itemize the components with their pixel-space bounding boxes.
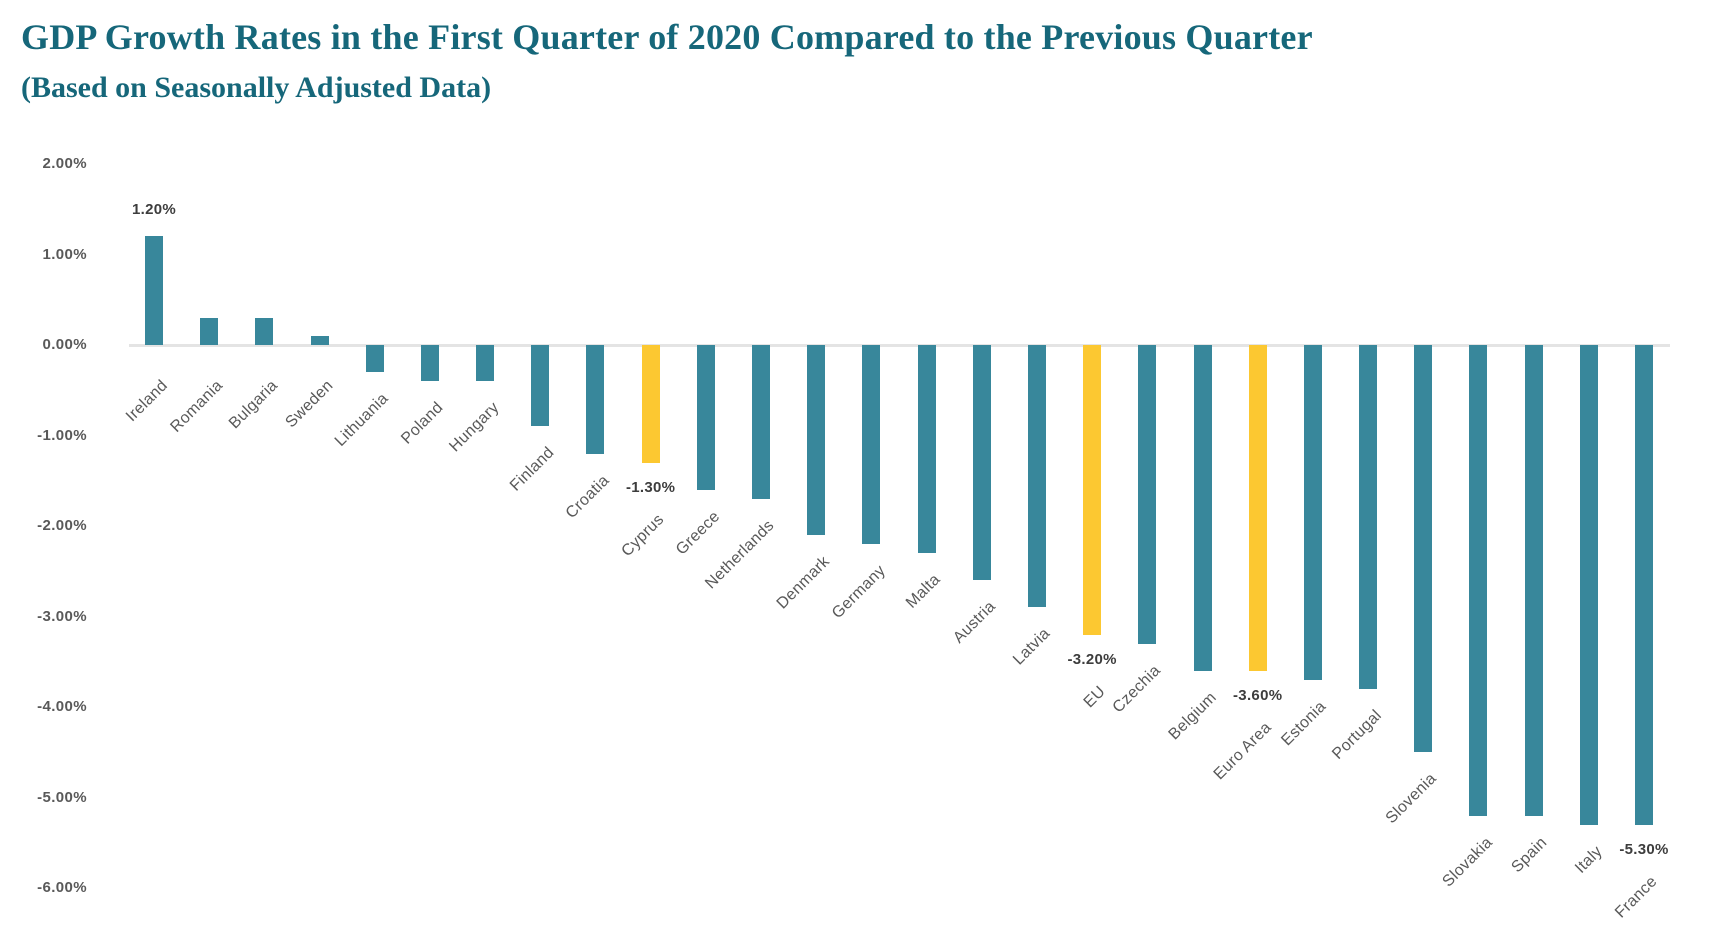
bar-hungary — [476, 345, 495, 382]
x-axis-label-spain: Spain — [1508, 833, 1551, 876]
bar-estonia — [1303, 345, 1322, 680]
bar-poland — [420, 345, 439, 382]
x-axis-label-germany: Germany — [828, 562, 889, 623]
x-axis-label-ireland: Ireland — [122, 377, 172, 426]
bar-italy — [1579, 345, 1598, 825]
x-axis-label-slovakia: Slovakia — [1438, 833, 1496, 891]
x-axis-label-greece: Greece — [672, 507, 723, 559]
bar-germany — [862, 345, 881, 545]
x-axis-label-eu: EU — [1081, 682, 1110, 711]
zero-baseline — [129, 344, 1670, 347]
bar-austria — [972, 345, 991, 581]
bar-denmark — [807, 345, 826, 536]
x-axis-label-malta: Malta — [902, 571, 944, 612]
x-axis-label-poland: Poland — [398, 399, 447, 448]
bar-slovenia — [1414, 345, 1433, 753]
y-axis-tick--6.00%: -6.00% — [37, 879, 87, 896]
bar-netherlands — [752, 345, 771, 499]
bar-eu — [1083, 345, 1102, 635]
bar-malta — [917, 345, 936, 554]
x-axis-label-estonia: Estonia — [1278, 697, 1330, 750]
x-axis-label-slovenia: Slovenia — [1383, 770, 1441, 828]
data-label-france: -5.30% — [1619, 840, 1669, 858]
x-axis-label-bulgaria: Bulgaria — [226, 377, 282, 433]
chart-subtitle: (Based on Seasonally Adjusted Data) — [21, 71, 492, 104]
data-label-eu: -3.20% — [1067, 650, 1117, 668]
bar-greece — [696, 345, 715, 490]
bar-sweden — [310, 335, 329, 345]
bar-spain — [1524, 345, 1543, 816]
x-axis-label-france: France — [1612, 872, 1662, 922]
chart-title: GDP Growth Rates in the First Quarter of… — [21, 17, 1313, 57]
x-axis-label-portugal: Portugal — [1329, 706, 1386, 763]
bar-latvia — [1027, 345, 1046, 608]
x-axis-label-cyprus: Cyprus — [618, 510, 668, 560]
bar-portugal — [1359, 345, 1378, 689]
bar-ireland — [145, 236, 163, 345]
x-axis-label-romania: Romania — [167, 377, 227, 436]
bar-finland — [531, 345, 550, 427]
y-axis-tick--2.00%: -2.00% — [37, 517, 87, 534]
y-axis-tick--1.00%: -1.00% — [37, 426, 87, 444]
y-axis-tick--4.00%: -4.00% — [37, 698, 87, 715]
data-label-euro-area: -3.60% — [1233, 686, 1283, 704]
bar-romania — [200, 317, 219, 345]
bar-bulgaria — [255, 317, 274, 345]
y-axis-tick--3.00%: -3.00% — [37, 607, 87, 625]
x-axis-label-denmark: Denmark — [773, 553, 834, 613]
bar-belgium — [1193, 345, 1212, 671]
bar-cyprus — [641, 345, 660, 463]
x-axis-label-sweden: Sweden — [282, 377, 337, 432]
x-axis-label-austria: Austria — [950, 598, 999, 648]
bar-euro-area — [1248, 345, 1267, 671]
x-axis-label-lithuania: Lithuania — [331, 390, 392, 451]
bar-slovakia — [1469, 345, 1488, 816]
bar-czechia — [1138, 345, 1157, 644]
y-axis-tick-0.00%: 0.00% — [42, 336, 87, 353]
x-axis-label-finland: Finland — [506, 444, 558, 496]
y-axis-tick--5.00%: -5.00% — [37, 788, 87, 806]
data-label-cyprus: -1.30% — [625, 478, 676, 496]
x-axis-label-czechia: Czechia — [1109, 661, 1165, 717]
bar-lithuania — [365, 345, 384, 373]
y-axis-tick-2.00%: 2.00% — [42, 155, 87, 172]
bar-croatia — [586, 345, 605, 454]
bar-france — [1634, 345, 1653, 825]
data-label-ireland: 1.20% — [131, 201, 177, 219]
x-axis-label-hungary: Hungary — [445, 399, 503, 456]
y-axis-tick-1.00%: 1.00% — [42, 245, 87, 263]
x-axis-label-euro-area: Euro Area — [1210, 718, 1275, 784]
